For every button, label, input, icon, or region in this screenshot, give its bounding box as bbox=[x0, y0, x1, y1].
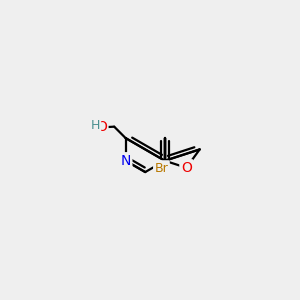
Text: O: O bbox=[96, 120, 107, 134]
Text: H: H bbox=[90, 119, 100, 133]
Text: Br: Br bbox=[154, 162, 168, 175]
Text: N: N bbox=[120, 154, 131, 168]
Text: O: O bbox=[181, 161, 192, 175]
